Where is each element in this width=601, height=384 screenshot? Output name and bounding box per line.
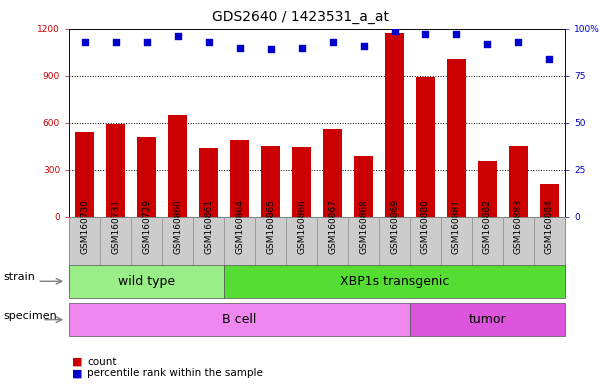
Point — [80, 39, 90, 45]
Point — [452, 31, 462, 38]
Bar — [323, 129, 342, 217]
Point — [514, 39, 523, 45]
Bar — [106, 124, 125, 217]
Text: GSM160731: GSM160731 — [111, 199, 120, 254]
Text: GSM160739: GSM160739 — [142, 199, 151, 254]
Text: GSM160881: GSM160881 — [452, 199, 461, 254]
Bar — [261, 146, 280, 217]
Text: GSM160867: GSM160867 — [328, 199, 337, 254]
Bar — [75, 132, 94, 217]
Text: strain: strain — [3, 272, 35, 283]
Bar — [168, 115, 187, 217]
Bar — [478, 161, 497, 217]
Bar — [385, 33, 404, 217]
Bar — [509, 146, 528, 217]
Bar — [292, 147, 311, 217]
Text: tumor: tumor — [469, 313, 506, 326]
Text: GSM160882: GSM160882 — [483, 200, 492, 254]
Text: count: count — [87, 357, 117, 367]
Point — [297, 45, 307, 51]
Bar — [354, 156, 373, 217]
Bar — [540, 184, 559, 217]
Text: GSM160860: GSM160860 — [173, 199, 182, 254]
Bar — [200, 148, 218, 217]
Text: B cell: B cell — [222, 313, 257, 326]
Text: GSM160869: GSM160869 — [390, 199, 399, 254]
Point — [545, 56, 554, 62]
Text: ■: ■ — [72, 368, 82, 378]
Bar — [447, 59, 466, 217]
Point — [328, 39, 337, 45]
Bar — [416, 77, 435, 217]
Text: GSM160730: GSM160730 — [80, 199, 89, 254]
Point — [389, 28, 399, 34]
Text: GSM160884: GSM160884 — [545, 200, 554, 254]
Point — [142, 39, 151, 45]
Text: ■: ■ — [72, 357, 82, 367]
Point — [483, 41, 492, 47]
Text: GSM160883: GSM160883 — [514, 199, 523, 254]
Text: GSM160868: GSM160868 — [359, 199, 368, 254]
Bar — [137, 137, 156, 217]
Point — [235, 45, 245, 51]
Text: GSM160861: GSM160861 — [204, 199, 213, 254]
Text: GDS2640 / 1423531_a_at: GDS2640 / 1423531_a_at — [212, 10, 389, 23]
Text: XBP1s transgenic: XBP1s transgenic — [340, 275, 449, 288]
Point — [359, 43, 368, 49]
Bar — [230, 140, 249, 217]
Text: GSM160880: GSM160880 — [421, 199, 430, 254]
Text: GSM160866: GSM160866 — [297, 199, 306, 254]
Point — [421, 31, 430, 38]
Text: wild type: wild type — [118, 275, 175, 288]
Point — [204, 39, 213, 45]
Point — [111, 39, 120, 45]
Text: specimen: specimen — [3, 311, 56, 321]
Text: GSM160865: GSM160865 — [266, 199, 275, 254]
Text: GSM160864: GSM160864 — [235, 200, 244, 254]
Point — [266, 46, 275, 53]
Point — [172, 33, 182, 40]
Text: percentile rank within the sample: percentile rank within the sample — [87, 368, 263, 378]
